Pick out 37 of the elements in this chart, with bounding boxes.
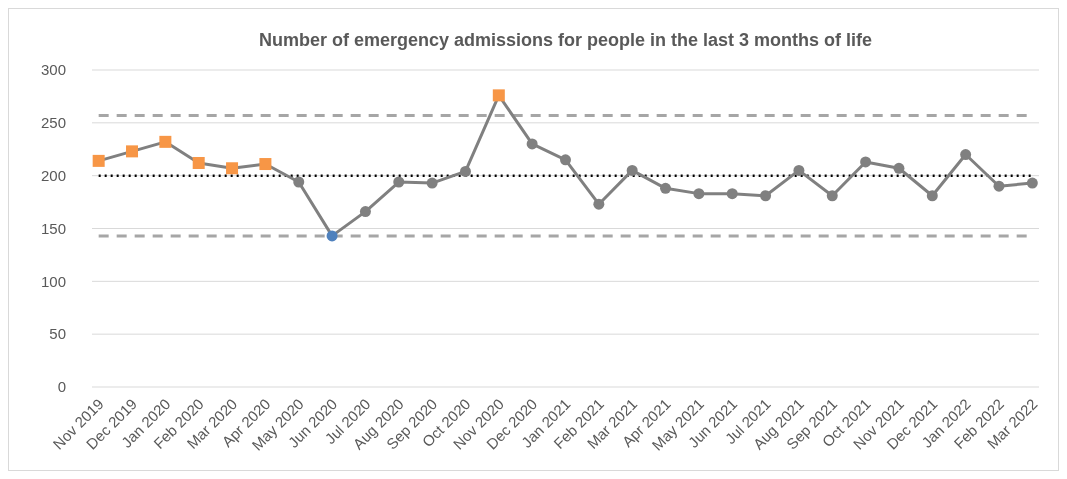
point: [726, 188, 738, 200]
point: [259, 158, 272, 171]
y-tick-label: 250: [40, 114, 66, 132]
point: [1026, 177, 1038, 189]
point: [159, 135, 172, 148]
y-tick-label: 150: [40, 219, 66, 237]
point: [226, 162, 239, 175]
point: [626, 164, 638, 176]
point: [92, 154, 105, 167]
point: [560, 154, 571, 166]
point: [693, 188, 705, 200]
point: [993, 180, 1005, 192]
point: [860, 156, 872, 168]
point: [492, 89, 505, 102]
y-tick-label: 300: [40, 61, 66, 79]
point: [393, 176, 405, 188]
point: [893, 162, 905, 174]
y-tick-label: 100: [40, 272, 66, 290]
point: [793, 164, 805, 176]
point: [192, 156, 205, 169]
y-tick-label: 0: [57, 378, 66, 396]
point: [326, 230, 338, 242]
y-tick-label: 50: [49, 325, 66, 343]
point: [593, 198, 605, 210]
point: [960, 149, 972, 161]
point: [426, 177, 438, 189]
y-tick-label: 200: [40, 166, 66, 184]
point: [526, 138, 538, 150]
point: [826, 190, 838, 202]
point: [760, 190, 772, 202]
point: [359, 206, 371, 218]
point: [126, 145, 139, 158]
point: [660, 182, 672, 194]
point: [293, 176, 305, 188]
point: [926, 190, 938, 202]
point: [459, 165, 471, 177]
chart-title: Number of emergency admissions for people in the last 3 months of life: [258, 30, 873, 50]
